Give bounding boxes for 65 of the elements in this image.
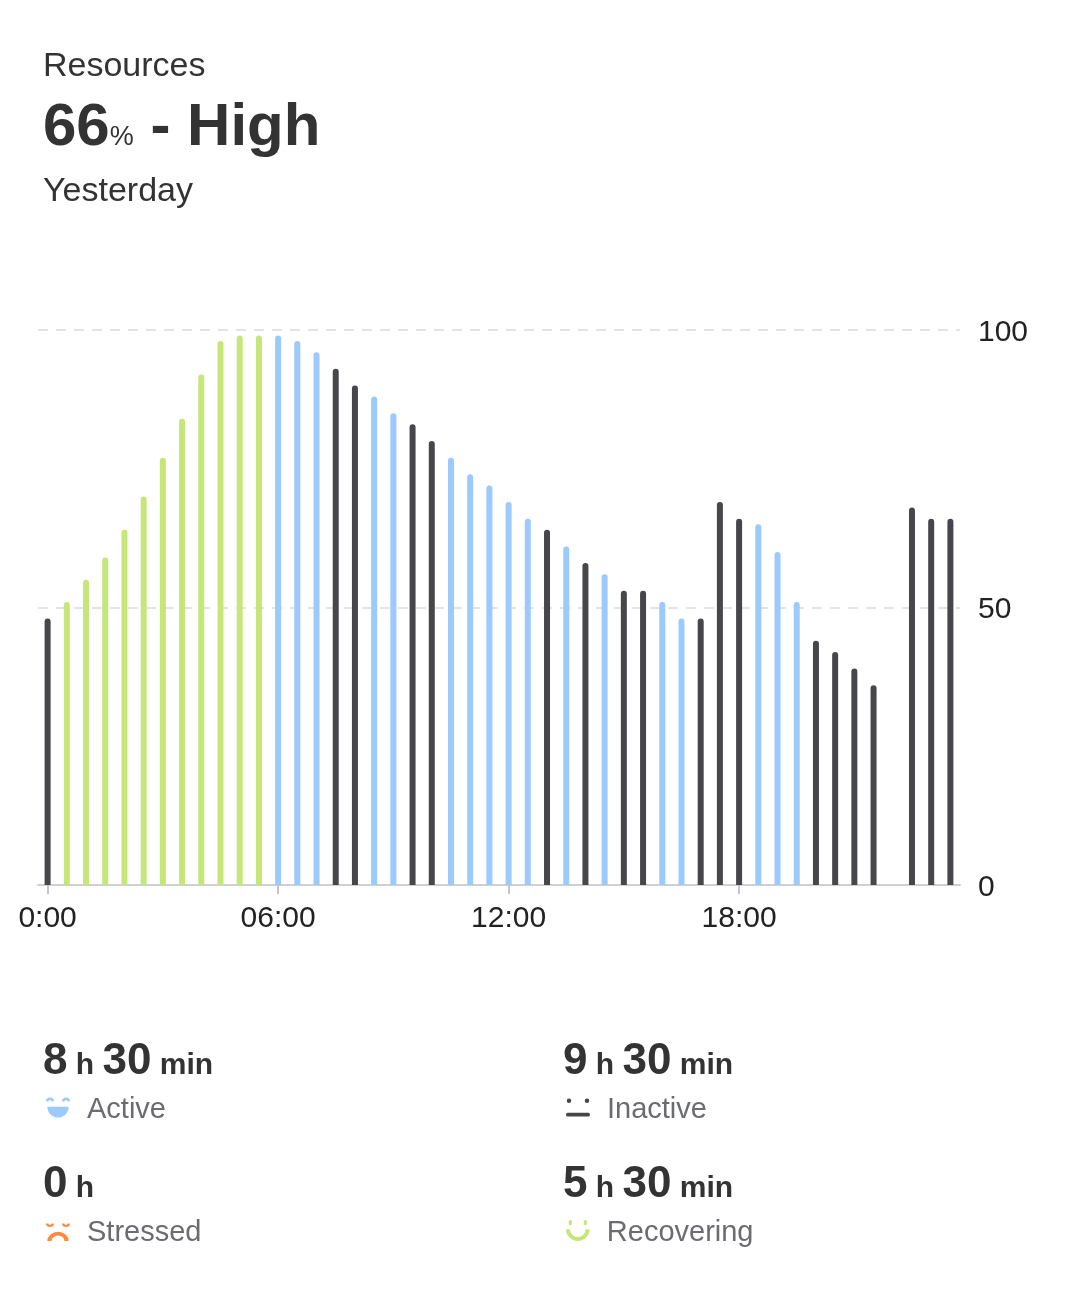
bar xyxy=(351,385,358,885)
bar xyxy=(371,396,378,885)
bar xyxy=(524,518,531,885)
text: Yesterday xyxy=(43,170,193,208)
y-tick-label: 50 xyxy=(978,591,1012,624)
x-tick-label: 12:00 xyxy=(471,899,547,933)
bar xyxy=(428,441,435,885)
x-tick-label: 18:00 xyxy=(701,899,777,933)
bar xyxy=(736,518,743,885)
bar xyxy=(236,335,243,885)
bar xyxy=(908,507,915,885)
y-tick-label: 0 xyxy=(978,868,995,902)
bar xyxy=(697,618,704,885)
bar xyxy=(63,601,70,885)
bar xyxy=(563,546,570,885)
bar xyxy=(198,374,205,885)
bar xyxy=(947,518,954,885)
bar xyxy=(121,529,128,885)
bar xyxy=(544,529,551,885)
bar xyxy=(812,640,819,885)
bar xyxy=(390,413,397,885)
bar xyxy=(102,557,109,885)
bar xyxy=(755,524,762,885)
bar xyxy=(467,474,474,885)
bar xyxy=(255,335,262,885)
bar xyxy=(505,502,512,885)
bar xyxy=(179,418,186,885)
bar xyxy=(851,668,858,885)
bar xyxy=(659,601,666,885)
bar xyxy=(928,518,935,885)
bar xyxy=(832,651,839,885)
bar xyxy=(294,341,301,885)
bar xyxy=(793,601,800,885)
legend-label: Inactive xyxy=(607,1091,707,1124)
chart-title: Resources xyxy=(43,45,206,83)
bar xyxy=(332,368,339,885)
bar xyxy=(716,502,723,885)
bar xyxy=(217,341,224,885)
bar xyxy=(313,352,320,885)
bar xyxy=(774,552,781,885)
bar xyxy=(140,496,147,885)
bar xyxy=(582,563,589,885)
legend-label: Active xyxy=(87,1091,166,1124)
bar xyxy=(275,335,282,885)
text: 8 h 30 min xyxy=(43,1034,214,1083)
legend-label: Recovering xyxy=(606,1214,754,1247)
bar xyxy=(620,590,627,885)
text: 0 h xyxy=(43,1157,95,1206)
bar xyxy=(486,485,493,885)
bar xyxy=(159,457,166,885)
bar xyxy=(409,424,416,885)
bar xyxy=(640,590,647,885)
bar xyxy=(870,685,877,885)
text: Stressed xyxy=(87,1215,202,1247)
chart-subtitle: 66% - High xyxy=(43,91,321,158)
bar xyxy=(601,574,608,885)
bar xyxy=(44,618,51,885)
bar xyxy=(678,618,685,885)
text: 9 h 30 min xyxy=(563,1034,734,1083)
y-tick-label: 100 xyxy=(978,313,1029,347)
bar xyxy=(83,579,90,885)
x-tick-label: 0:00 xyxy=(18,899,77,933)
x-tick-label: 06:00 xyxy=(240,899,316,933)
bar xyxy=(447,457,454,885)
text: 5 h 30 min xyxy=(563,1157,734,1206)
